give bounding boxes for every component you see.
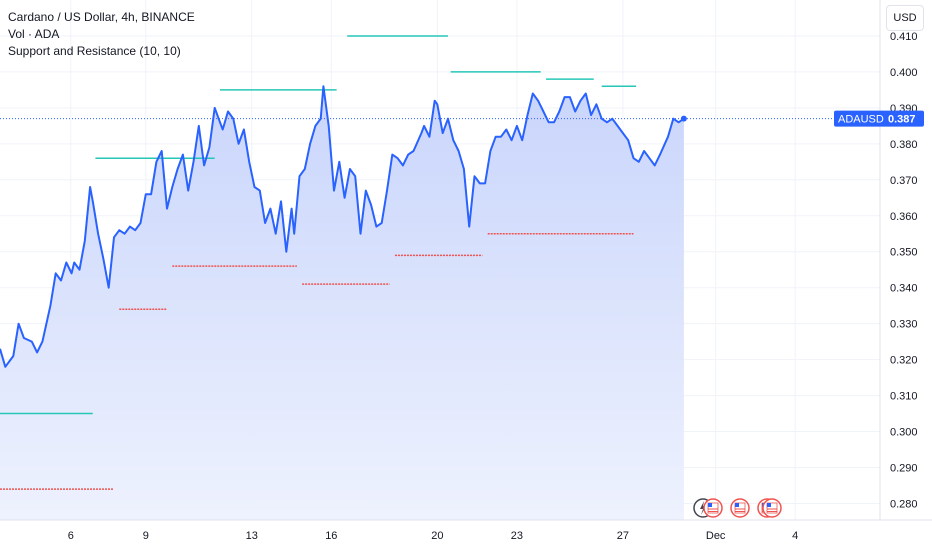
price-tick-label: 0.380 [890,139,918,151]
price-badge: ADAUSD 0.387 [834,110,924,127]
price-tick-label: 0.410 [890,31,918,43]
price-tick-label: 0.350 [890,247,918,259]
time-tick-label: 27 [617,530,629,542]
legend-indicator[interactable]: Support and Resistance (10, 10) [8,44,181,58]
price-tick-label: 0.300 [890,427,918,439]
time-axis[interactable]: 6 9 13 16 20 23 27 Dec 4 [68,530,799,542]
price-tick-label: 0.290 [890,462,918,474]
price-axis[interactable]: 0.4100.4000.3900.3800.3700.3600.3500.340… [890,31,918,510]
price-badge-symbol: ADAUSD [838,114,884,126]
legend-volume[interactable]: Vol · ADA [8,27,60,41]
legend-title[interactable]: Cardano / US Dollar, 4h, BINANCE [8,10,195,24]
price-badge-value: 0.387 [888,114,916,126]
flag-canton [767,503,771,507]
price-line [0,85,685,368]
flag-body [766,502,778,514]
time-tick-label: 16 [325,530,337,542]
currency-button[interactable]: USD [886,5,924,31]
time-tick-label: 9 [143,530,149,542]
us-flag-icon[interactable] [703,498,723,518]
flag-body [734,502,746,514]
time-tick-label: Dec [706,530,726,542]
price-tick-label: 0.280 [890,498,918,510]
price-tick-label: 0.340 [890,283,918,295]
time-tick-label: 20 [431,530,443,542]
flag-body [707,502,719,514]
price-tick-label: 0.330 [890,319,918,331]
us-flag-icon[interactable] [730,498,750,518]
price-tick-label: 0.370 [890,175,918,187]
time-tick-label: 4 [792,530,798,542]
price-tick-label: 0.360 [890,211,918,223]
lightning-glyph [700,501,706,515]
support-resistance-levels [0,35,637,490]
time-tick-label: 6 [68,530,74,542]
us-flag-icon[interactable] [762,498,782,518]
price-area [0,86,684,520]
chart-legend: Cardano / US Dollar, 4h, BINANCE Vol · A… [8,9,195,60]
price-tick-label: 0.320 [890,355,918,367]
price-tick-label: 0.400 [890,67,918,79]
last-price-dot [680,115,687,122]
flag-canton [708,503,712,507]
time-tick-label: 23 [511,530,523,542]
flag-canton [735,503,739,507]
price-tick-label: 0.310 [890,391,918,403]
time-tick-label: 13 [246,530,258,542]
news-event-icons[interactable] [693,498,782,518]
price-badge-background [834,110,924,127]
